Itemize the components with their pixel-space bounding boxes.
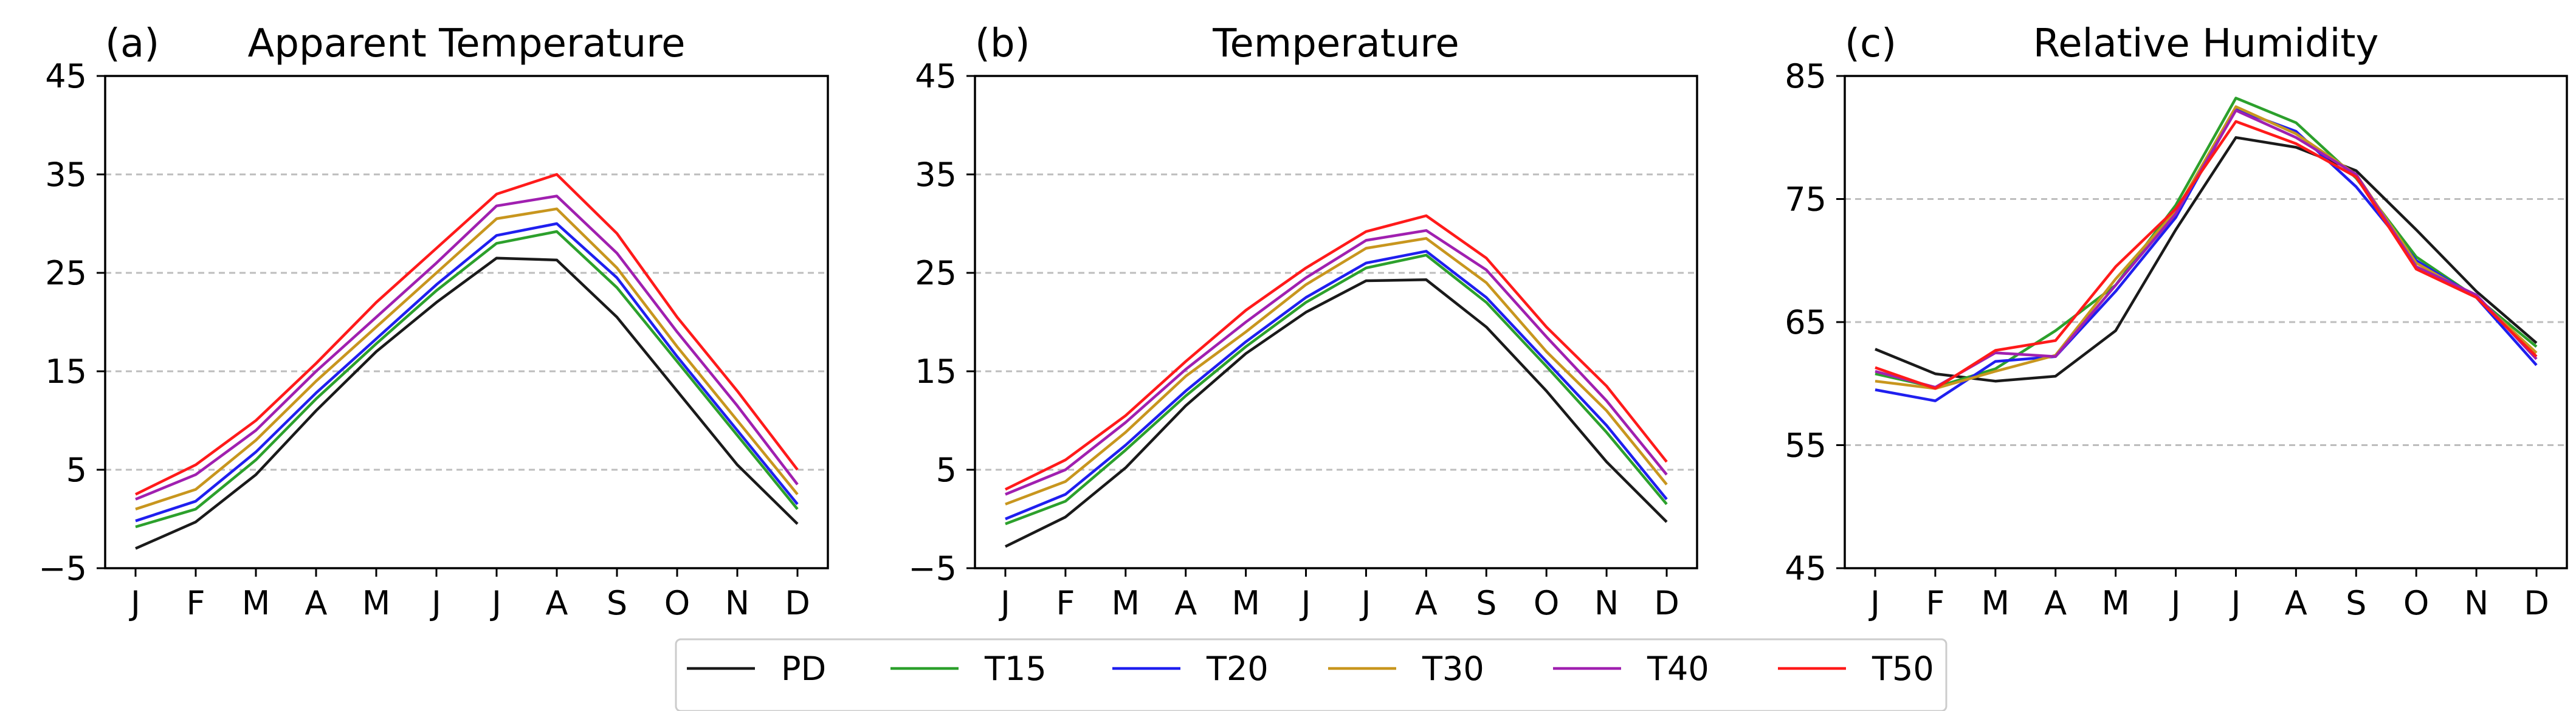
series-line-t15 xyxy=(1875,97,2538,389)
y-tick-label: 25 xyxy=(915,254,957,292)
y-tick-label: 35 xyxy=(915,156,957,194)
series-line-t30 xyxy=(1005,237,1668,506)
y-tick-label: 5 xyxy=(66,451,87,489)
legend-label-t20: T20 xyxy=(1206,650,1269,688)
x-tick-label: N xyxy=(1594,584,1619,622)
series-line-t40 xyxy=(1875,109,2538,389)
x-tick-label: A xyxy=(2044,584,2067,622)
legend-box xyxy=(675,638,1947,711)
series-line-t15 xyxy=(1005,253,1668,526)
x-tick-label: J xyxy=(490,584,501,622)
x-tick-label: D xyxy=(1654,584,1679,622)
x-tick-label: D xyxy=(2524,584,2549,622)
x-tick-label: J xyxy=(1359,584,1371,622)
y-tick-label: 35 xyxy=(45,156,87,194)
panel-label: (a) xyxy=(105,21,159,66)
x-tick-label: D xyxy=(785,584,810,622)
series-line-pd xyxy=(135,256,799,550)
x-tick-label: F xyxy=(186,584,205,622)
series-line-t15 xyxy=(135,230,799,529)
chart-title: Apparent Temperature xyxy=(248,21,686,66)
series-line-t50 xyxy=(1005,214,1668,491)
x-tick-label: N xyxy=(2464,584,2488,622)
legend-label-pd: PD xyxy=(781,650,826,688)
x-tick-label: M xyxy=(1982,584,2010,622)
x-tick-label: O xyxy=(2403,584,2430,622)
series-line-t50 xyxy=(135,173,799,496)
x-tick-label: S xyxy=(2346,584,2366,622)
series-line-t30 xyxy=(1875,105,2538,390)
x-tick-label: M xyxy=(362,584,391,622)
x-tick-label: S xyxy=(1476,584,1496,622)
x-tick-label: J xyxy=(1300,584,1311,622)
panel-label: (c) xyxy=(1845,21,1896,66)
y-tick-label: 55 xyxy=(1785,427,1827,465)
series-line-t30 xyxy=(135,207,799,510)
x-tick-label: F xyxy=(1926,584,1944,622)
x-tick-label: S xyxy=(607,584,627,622)
y-tick-label: 15 xyxy=(915,352,957,391)
chart-title: Relative Humidity xyxy=(2033,21,2379,66)
x-tick-label: M xyxy=(1112,584,1140,622)
x-tick-label: M xyxy=(242,584,270,622)
x-tick-label: J xyxy=(2169,584,2181,622)
legend-label-t30: T30 xyxy=(1422,650,1484,688)
x-tick-label: M xyxy=(2101,584,2130,622)
y-tick-label: 75 xyxy=(1785,180,1827,219)
x-tick-label: J xyxy=(2229,584,2240,622)
legend-label-t15: T15 xyxy=(984,650,1047,688)
series-line-pd xyxy=(1875,136,2538,383)
x-tick-label: M xyxy=(1231,584,1260,622)
legend-label-t40: T40 xyxy=(1647,650,1709,688)
series-line-t40 xyxy=(1005,229,1668,496)
x-tick-label: J xyxy=(129,584,140,622)
plot-frame xyxy=(974,75,1698,569)
x-tick-label: A xyxy=(2285,584,2307,622)
x-tick-label: A xyxy=(305,584,328,622)
x-tick-label: O xyxy=(664,584,690,622)
y-tick-label: 45 xyxy=(1785,549,1827,588)
y-tick-label: 85 xyxy=(1785,57,1827,95)
x-tick-label: A xyxy=(1174,584,1197,622)
series-line-t20 xyxy=(1005,250,1668,521)
y-tick-label: 5 xyxy=(936,451,957,489)
y-tick-label: 45 xyxy=(45,57,87,95)
x-tick-label: A xyxy=(546,584,568,622)
y-tick-label: −5 xyxy=(908,549,957,588)
series-line-t40 xyxy=(135,194,799,501)
y-tick-label: 65 xyxy=(1785,303,1827,342)
x-tick-label: J xyxy=(999,584,1010,622)
x-tick-label: O xyxy=(1534,584,1560,622)
x-tick-label: F xyxy=(1056,584,1075,622)
plot-frame xyxy=(104,75,829,569)
panel-label: (b) xyxy=(975,21,1030,66)
y-tick-label: 45 xyxy=(915,57,957,95)
chart-title: Temperature xyxy=(1212,21,1459,66)
series-line-t50 xyxy=(1875,120,2538,390)
x-tick-label: J xyxy=(430,584,441,622)
series-line-pd xyxy=(1005,278,1668,548)
y-tick-label: −5 xyxy=(38,549,87,588)
x-tick-label: A xyxy=(1415,584,1438,622)
y-tick-label: 25 xyxy=(45,254,87,292)
x-tick-label: N xyxy=(725,584,749,622)
legend: PD T15 T20 T30 T40 T50 xyxy=(675,638,1947,711)
x-tick-label: J xyxy=(1868,584,1880,622)
y-tick-label: 15 xyxy=(45,352,87,391)
legend-label-t50: T50 xyxy=(1872,650,1934,688)
series-line-t20 xyxy=(135,222,799,523)
